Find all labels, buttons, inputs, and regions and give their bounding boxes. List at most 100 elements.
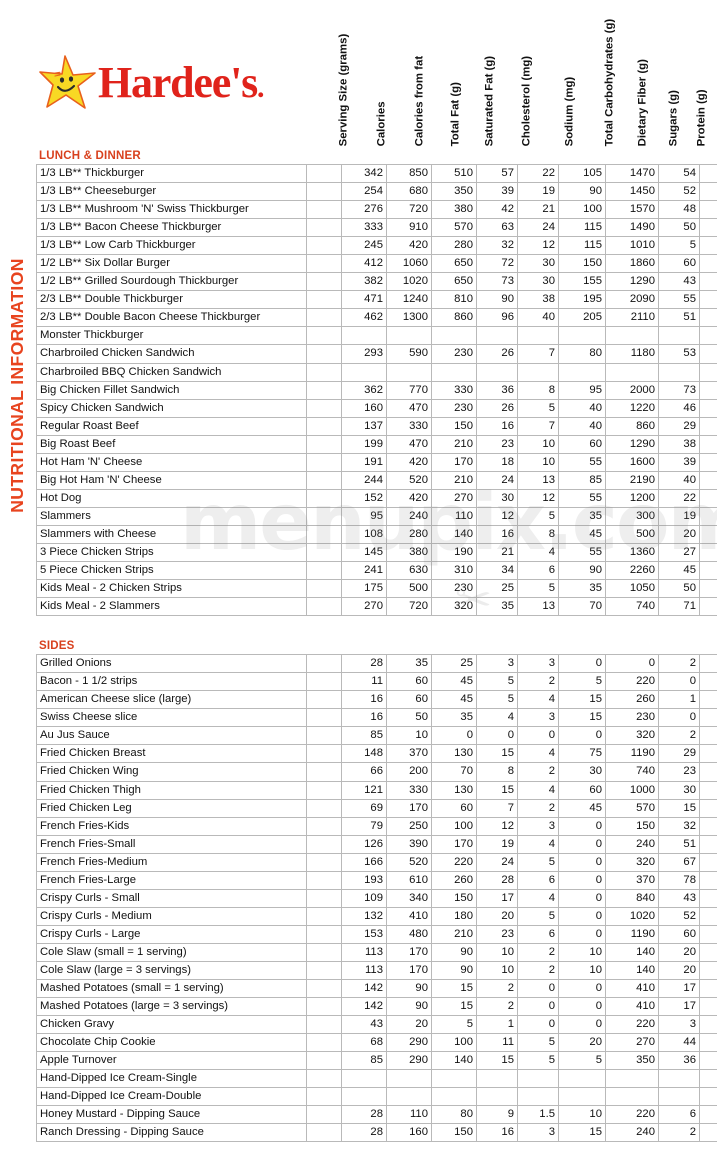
value-cell-5: 40 (559, 399, 606, 417)
value-cell-4: 38 (518, 291, 559, 309)
value-cell-8: 0 (700, 1034, 717, 1052)
value-cell-0: 244 (342, 471, 387, 489)
spacer-cell (307, 1052, 342, 1070)
value-cell-8 (700, 1070, 717, 1088)
value-cell-8 (700, 1088, 717, 1106)
value-cell-7: 30 (659, 781, 700, 799)
value-cell-0: 191 (342, 453, 387, 471)
value-cell-1: 470 (387, 399, 432, 417)
value-cell-1: 170 (387, 799, 432, 817)
value-cell-7: 55 (659, 291, 700, 309)
value-cell-7: 3 (659, 1016, 700, 1034)
item-name-cell: Honey Mustard - Dipping Sauce (37, 1106, 307, 1124)
value-cell-6: 140 (606, 961, 659, 979)
item-name-cell: Ranch Dressing - Dipping Sauce (37, 1124, 307, 1142)
item-name-cell: Slammers (37, 507, 307, 525)
table-row: Chicken Gravy 432051002203010 (37, 1016, 717, 1034)
value-cell-4: 12 (518, 489, 559, 507)
value-cell-8: 0 (700, 763, 717, 781)
value-cell-2: 190 (432, 543, 477, 561)
value-cell-8: 0 (700, 799, 717, 817)
value-cell-4: 7 (518, 345, 559, 363)
value-cell-5: 155 (559, 273, 606, 291)
item-name-cell: Mashed Potatoes (small = 1 serving) (37, 980, 307, 998)
value-cell-3: 21 (477, 543, 518, 561)
value-cell-8: 0 (700, 691, 717, 709)
value-cell-2: 350 (432, 183, 477, 201)
value-cell-1: 110 (387, 1106, 432, 1124)
value-cell-6: 2190 (606, 471, 659, 489)
value-cell-5: 90 (559, 562, 606, 580)
value-cell-3: 2 (477, 980, 518, 998)
value-cell-8: 2 (700, 453, 717, 471)
spacer-cell (307, 598, 342, 616)
value-cell-4: 40 (518, 309, 559, 327)
spacer-cell (307, 925, 342, 943)
value-cell-3: 35 (477, 598, 518, 616)
value-cell-6: 2000 (606, 381, 659, 399)
value-cell-3: 7 (477, 799, 518, 817)
value-cell-1: 370 (387, 745, 432, 763)
value-cell-2: 5 (432, 1016, 477, 1034)
item-name-cell: Chicken Gravy (37, 1016, 307, 1034)
value-cell-7: 19 (659, 507, 700, 525)
value-cell-6: 1190 (606, 745, 659, 763)
value-cell-4: 5 (518, 853, 559, 871)
item-name-cell: Cole Slaw (large = 3 servings) (37, 961, 307, 979)
value-cell-8: 2 (700, 435, 717, 453)
value-cell-0: 16 (342, 691, 387, 709)
table-row: Grilled Onions 28352533002020 (37, 655, 717, 673)
column-header-4: Saturated Fat (g) (485, 56, 496, 147)
value-cell-0 (342, 327, 387, 345)
item-name-cell: Cole Slaw (small = 1 serving) (37, 943, 307, 961)
item-name-cell: 1/2 LB** Grilled Sourdough Thickburger (37, 273, 307, 291)
value-cell-1: 90 (387, 980, 432, 998)
value-cell-6: 740 (606, 763, 659, 781)
spacer-cell (307, 655, 342, 673)
value-cell-4: 12 (518, 237, 559, 255)
value-cell-4: 19 (518, 183, 559, 201)
spacer-cell (307, 327, 342, 345)
item-name-cell: Crispy Curls - Small (37, 889, 307, 907)
value-cell-3: 39 (477, 183, 518, 201)
value-cell-7: 29 (659, 745, 700, 763)
value-cell-8: 0 (700, 1124, 717, 1142)
value-cell-1: 170 (387, 961, 432, 979)
value-cell-3 (477, 327, 518, 345)
value-cell-1: 1020 (387, 273, 432, 291)
value-cell-4 (518, 327, 559, 345)
value-cell-2: 140 (432, 1052, 477, 1070)
value-cell-4: 5 (518, 507, 559, 525)
value-cell-1: 390 (387, 835, 432, 853)
value-cell-0: 471 (342, 291, 387, 309)
table-row: 1/2 LB** Grilled Sourdough Thickburger 3… (37, 273, 717, 291)
value-cell-1: 160 (387, 1124, 432, 1142)
value-cell-8: 0 (700, 1106, 717, 1124)
value-cell-3: 26 (477, 399, 518, 417)
value-cell-6: 240 (606, 1124, 659, 1142)
value-cell-4: 30 (518, 273, 559, 291)
value-cell-0: 270 (342, 598, 387, 616)
spacer-cell (307, 673, 342, 691)
value-cell-2: 80 (432, 1106, 477, 1124)
value-cell-7: 45 (659, 562, 700, 580)
value-cell-4: 21 (518, 201, 559, 219)
value-cell-2: 170 (432, 453, 477, 471)
spacer-cell (307, 853, 342, 871)
spacer-cell (307, 691, 342, 709)
value-cell-5: 15 (559, 709, 606, 727)
item-name-cell: Hot Dog (37, 489, 307, 507)
value-cell-6: 220 (606, 1106, 659, 1124)
value-cell-1 (387, 327, 432, 345)
spacer-cell (307, 309, 342, 327)
value-cell-0: 95 (342, 507, 387, 525)
value-cell-3: 16 (477, 1124, 518, 1142)
value-cell-7: 44 (659, 1034, 700, 1052)
value-cell-4 (518, 1088, 559, 1106)
value-cell-0: 148 (342, 745, 387, 763)
value-cell-3: 26 (477, 345, 518, 363)
